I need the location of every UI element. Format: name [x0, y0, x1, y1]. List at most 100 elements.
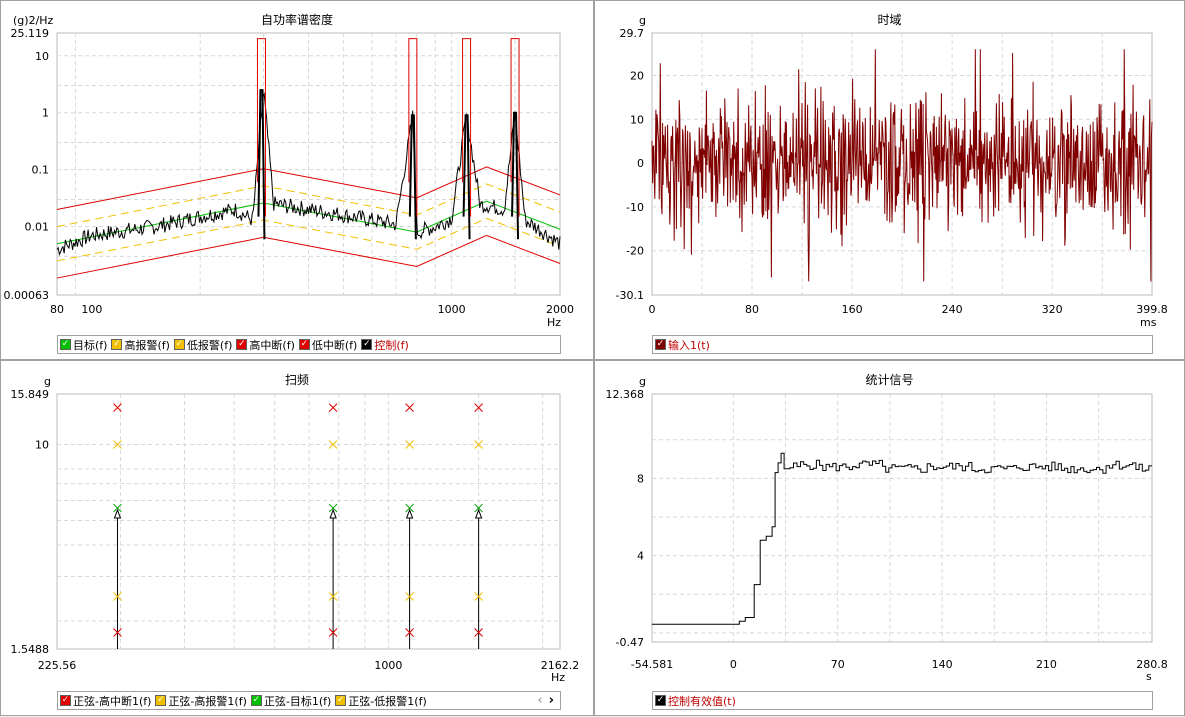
sweep-chart[interactable]: 15.849 10 1.5488 225.56 1000 2162.2 g Hz [1, 361, 595, 717]
sweep-marker [474, 440, 483, 449]
checkbox-icon[interactable]: ✓ [655, 695, 666, 706]
sweep-y-unit: g [44, 375, 51, 388]
sweep-legend-item[interactable]: ✓ 正弦-高中断1(f) [60, 693, 151, 709]
psd-y-tick: 0.1 [32, 164, 50, 177]
sweep-marker [474, 628, 483, 637]
stats-title: 统计信号 [865, 373, 914, 387]
psd-legend-label: 低中断(f) [311, 338, 358, 352]
time-x-tick: 160 [842, 303, 863, 316]
plot-area [56, 32, 561, 296]
time-legend: ✓ 输入1(t) [652, 335, 1153, 354]
control-arrow [405, 508, 414, 519]
time-legend-label: 输入1(t) [668, 338, 710, 352]
sweep-marker [405, 592, 414, 601]
stats-chart[interactable]: 12.368 8 4 -0.47 -54.581 0 70 140 210 280.8 g s [595, 361, 1185, 717]
sweep-marker [328, 403, 338, 412]
time-x-tick: 240 [942, 303, 963, 316]
stats-x-tick: 70 [831, 658, 845, 671]
time-y-unit: g [639, 14, 646, 27]
checkbox-icon[interactable]: ✓ [250, 695, 262, 706]
psd-x-unit: Hz [547, 316, 561, 329]
psd-legend-item[interactable]: ✓ 高中断(f) [236, 337, 295, 353]
time-series-line [651, 49, 1153, 282]
psd-legend-item[interactable]: ✓ 高报警(f) [111, 337, 170, 353]
sweep-legend-item[interactable]: ✓ 正弦-高报警1(f) [155, 693, 247, 709]
time-chart[interactable]: 29.7 20 10 0 -10 -20 -30.1 0 80 160 240 320 399.8 g ms [595, 1, 1185, 361]
stats-x-tick: 280.8 [1136, 658, 1168, 671]
psd-legend: ✓ 目标(f) ✓ 高报警(f) ✓ 低报警(f) ✓ 高中断(f) ✓ 低中断(f) ✓ 控制(f) [57, 335, 561, 354]
sweep-y-tick: 10 [35, 438, 49, 451]
sweep-legend-item[interactable]: ✓ 正弦-低报警1(f) [335, 693, 427, 709]
psd-title: 自功率谱密度 [260, 13, 333, 27]
checkbox-icon[interactable]: ✓ [298, 339, 310, 350]
checkbox-icon[interactable]: ✓ [60, 339, 71, 350]
psd-legend-item[interactable]: ✓ 目标(f) [60, 337, 107, 353]
stats-legend-item[interactable]: ✓ 控制有效值(t) [655, 693, 736, 709]
psd-y-tick: 0.00063 [4, 289, 50, 302]
checkbox-icon[interactable]: ✓ [173, 339, 185, 350]
psd-y-tick: 1 [42, 107, 49, 120]
sweep-x-tick: 225.56 [38, 659, 77, 672]
time-y-tick: -20 [626, 245, 644, 258]
stats-legend-label: 控制有效值(t) [668, 694, 736, 708]
sweep-marker [405, 628, 414, 637]
sweep-title: 扫频 [284, 373, 309, 387]
sweep-x-tick: 2162.2 [541, 659, 580, 672]
sweep-marker [113, 592, 122, 601]
time-legend-item[interactable]: ✓ 输入1(t) [655, 337, 710, 353]
sweep-legend-item[interactable]: ✓ 正弦-目标1(f) [250, 693, 331, 709]
psd-y-unit: (g)2/Hz [13, 14, 54, 27]
psd-x-tick: 80 [50, 303, 64, 316]
stats-y-tick: 4 [637, 550, 644, 563]
sweep-marker [474, 403, 483, 412]
sweep-marker [405, 503, 414, 513]
checkbox-icon[interactable]: ✓ [111, 339, 123, 350]
stats-y-unit: g [639, 375, 646, 388]
time-x-tick: 320 [1042, 303, 1063, 316]
checkbox-icon[interactable]: ✓ [155, 695, 167, 706]
time-x-unit: ms [1140, 316, 1157, 329]
psd-x-tick: 100 [81, 303, 102, 316]
sweep-marker [113, 628, 122, 637]
control-arrow [113, 508, 122, 519]
psd-series-line [56, 217, 561, 262]
psd-legend-label: 控制(f) [374, 338, 409, 352]
sweep-legend: ✓ 正弦-高中断1(f) ✓ 正弦-高报警1(f) ✓ 正弦-目标1(f) ✓ 正弦-低报警1… [57, 691, 561, 710]
psd-y-tick: 10 [35, 50, 49, 63]
psd-series-line [56, 92, 561, 257]
psd-legend-item[interactable]: ✓ 低报警(f) [173, 337, 232, 353]
psd-legend-item[interactable]: ✓ 控制(f) [361, 337, 409, 353]
psd-legend-label: 高中断(f) [249, 338, 295, 352]
psd-x-tick: 2000 [546, 303, 574, 316]
control-peak [257, 89, 266, 240]
psd-legend-item[interactable]: ✓ 低中断(f) [298, 337, 358, 353]
psd-y-tick: 25.119 [11, 27, 50, 40]
time-y-tick: 10 [630, 113, 644, 126]
sweep-marker [474, 503, 483, 513]
sweep-x-unit: Hz [551, 671, 565, 684]
time-panel: 时域 29.7 20 10 0 -10 -20 -30.1 0 80 160 240 320 399.8… [594, 0, 1185, 360]
sweep-x-tick: 1000 [374, 659, 402, 672]
legend-next-button[interactable]: › [548, 693, 554, 708]
checkbox-icon[interactable]: ✓ [361, 339, 373, 350]
sweep-legend-label: 正弦-高报警1(f) [168, 694, 247, 708]
checkbox-icon[interactable]: ✓ [655, 339, 666, 350]
abort-notch [256, 38, 266, 217]
checkbox-icon[interactable]: ✓ [236, 339, 248, 350]
sweep-marker [113, 503, 122, 513]
sweep-legend-label: 正弦-高中断1(f) [73, 694, 152, 708]
legend-prev-button[interactable]: ‹ [537, 693, 543, 708]
control-arrow [329, 508, 337, 519]
checkbox-icon[interactable]: ✓ [60, 695, 71, 706]
control-peak [511, 111, 520, 240]
time-y-tick: 20 [630, 69, 644, 82]
checkbox-icon[interactable]: ✓ [335, 695, 347, 706]
sweep-marker [328, 503, 338, 513]
abort-notch [510, 38, 520, 217]
time-title: 时域 [877, 13, 902, 27]
stats-x-tick: 0 [730, 658, 737, 671]
sweep-y-tick: 15.849 [11, 388, 50, 401]
psd-series-line [56, 234, 561, 279]
time-y-tick: 0 [637, 157, 644, 170]
